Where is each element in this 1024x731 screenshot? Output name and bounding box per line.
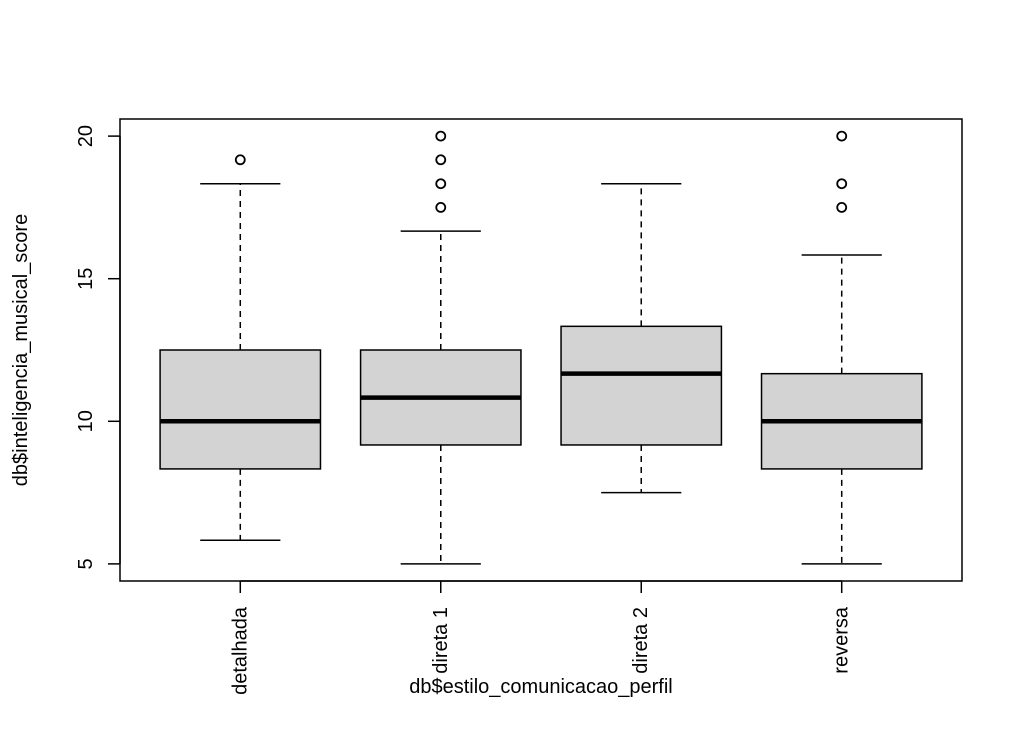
y-tick-label: 20 xyxy=(75,125,97,147)
iqr-box xyxy=(560,325,723,446)
box-group-3 xyxy=(560,182,723,494)
x-tick-label: detalhada xyxy=(229,606,251,695)
outlier-point xyxy=(836,130,848,142)
y-tick-label: 5 xyxy=(75,558,97,569)
outlier-point xyxy=(836,178,848,190)
y-tick-label: 15 xyxy=(75,268,97,290)
iqr-box xyxy=(159,349,322,470)
outlier-point xyxy=(435,202,447,213)
outlier-point xyxy=(435,130,447,142)
box-group-2 xyxy=(359,130,522,565)
x-axis-title: db$estilo_comunicacao_perfil xyxy=(409,676,673,698)
y-axis-title: db$inteligencia_musical_score xyxy=(10,214,32,486)
box-group-1 xyxy=(159,154,322,541)
boxes-layer xyxy=(159,130,923,565)
x-tick-label: direta 1 xyxy=(430,607,452,674)
outlier-point xyxy=(234,154,246,166)
x-tick-label: reversa xyxy=(831,606,853,674)
x-tick-label: direta 2 xyxy=(630,607,652,674)
outlier-point xyxy=(836,202,848,213)
box-group-4 xyxy=(760,130,923,565)
outlier-point xyxy=(435,154,447,166)
x-axis: detalhada direta 1 direta 2 reversa xyxy=(229,580,853,695)
y-axis: 5 10 15 20 xyxy=(75,125,121,569)
y-tick-label: 10 xyxy=(75,410,97,432)
outlier-point xyxy=(435,178,447,190)
